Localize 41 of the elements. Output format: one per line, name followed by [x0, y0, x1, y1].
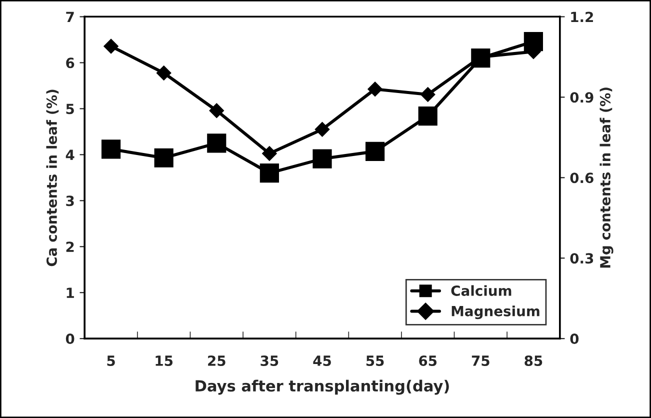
x-tick-label: 5 — [107, 356, 115, 366]
y-axis-title: Ca contents in leaf (%) — [46, 90, 59, 266]
y-tick-label: 5 — [66, 104, 74, 114]
point — [260, 164, 279, 183]
y-tick-label: 6 — [66, 58, 74, 68]
y-tick-label: 4 — [66, 150, 74, 160]
x-tick-label: 65 — [419, 356, 437, 366]
point — [418, 106, 438, 126]
point — [314, 122, 330, 137]
x-tick-label: 25 — [208, 355, 226, 366]
point — [104, 38, 118, 54]
point — [368, 82, 382, 97]
y2-axis-title: Mg contents in leaf (%) — [600, 88, 614, 268]
y2-tick-label: 0.6 — [570, 172, 594, 184]
point — [209, 103, 224, 118]
x-tick-label: 75 — [472, 356, 490, 366]
y-tick-label: 3 — [66, 196, 74, 206]
x-tick-label: 55 — [366, 356, 384, 366]
point — [207, 134, 226, 153]
x-tick-label: 35 — [260, 355, 278, 366]
point — [420, 87, 436, 102]
y-tick-label: 1 — [66, 288, 74, 298]
point — [154, 148, 174, 168]
x-tick-label: 45 — [313, 356, 331, 366]
y-tick-label: 7 — [66, 12, 74, 22]
y2-tick-label: 1.2 — [571, 12, 593, 22]
y-tick-label: 2 — [66, 242, 74, 252]
y-tick-label: 0 — [66, 334, 74, 344]
point — [101, 140, 121, 159]
y2-tick-label: 0.3 — [570, 253, 594, 264]
legend-label: Calcium — [451, 285, 512, 296]
x-tick-label: 15 — [156, 356, 173, 366]
point — [366, 142, 385, 161]
point — [262, 146, 277, 161]
point — [156, 66, 172, 80]
y2-tick-label: 0.9 — [570, 92, 594, 103]
legend-label: Magnesium — [452, 306, 540, 320]
x-tick-label: 85 — [524, 355, 542, 366]
point — [312, 149, 332, 168]
y2-tick-label: 0 — [570, 334, 579, 344]
x-axis-title: Days after transplanting(day) — [196, 380, 449, 395]
